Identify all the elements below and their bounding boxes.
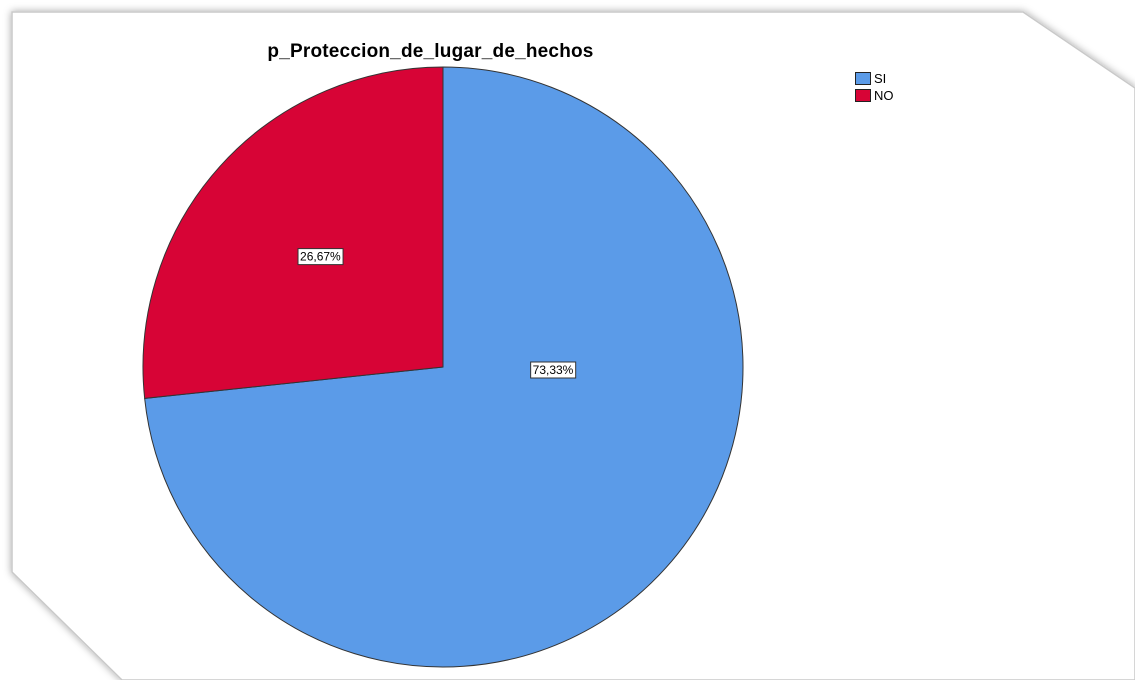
data-label-box-no	[297, 248, 344, 266]
legend-item-no: NO	[855, 87, 894, 104]
legend-label-no: NO	[874, 88, 894, 103]
legend-swatch-no	[855, 89, 871, 102]
data-label-text-si: 73,33%	[533, 363, 574, 377]
chart-legend: SI NO	[855, 70, 894, 104]
legend-item-si: SI	[855, 70, 894, 87]
pie-slice-no	[142, 66, 444, 399]
data-label-no: 26,67%	[297, 248, 344, 266]
data-label-box-si	[530, 361, 577, 379]
data-label-text-no: 26,67%	[300, 250, 341, 264]
legend-label-si: SI	[874, 71, 887, 86]
chart-title: p_Proteccion_de_lugar_de_hechos	[267, 41, 594, 62]
legend-swatch-si	[855, 72, 871, 85]
pie-slice-si	[144, 66, 744, 668]
data-label-si: 73,33%	[530, 361, 577, 379]
